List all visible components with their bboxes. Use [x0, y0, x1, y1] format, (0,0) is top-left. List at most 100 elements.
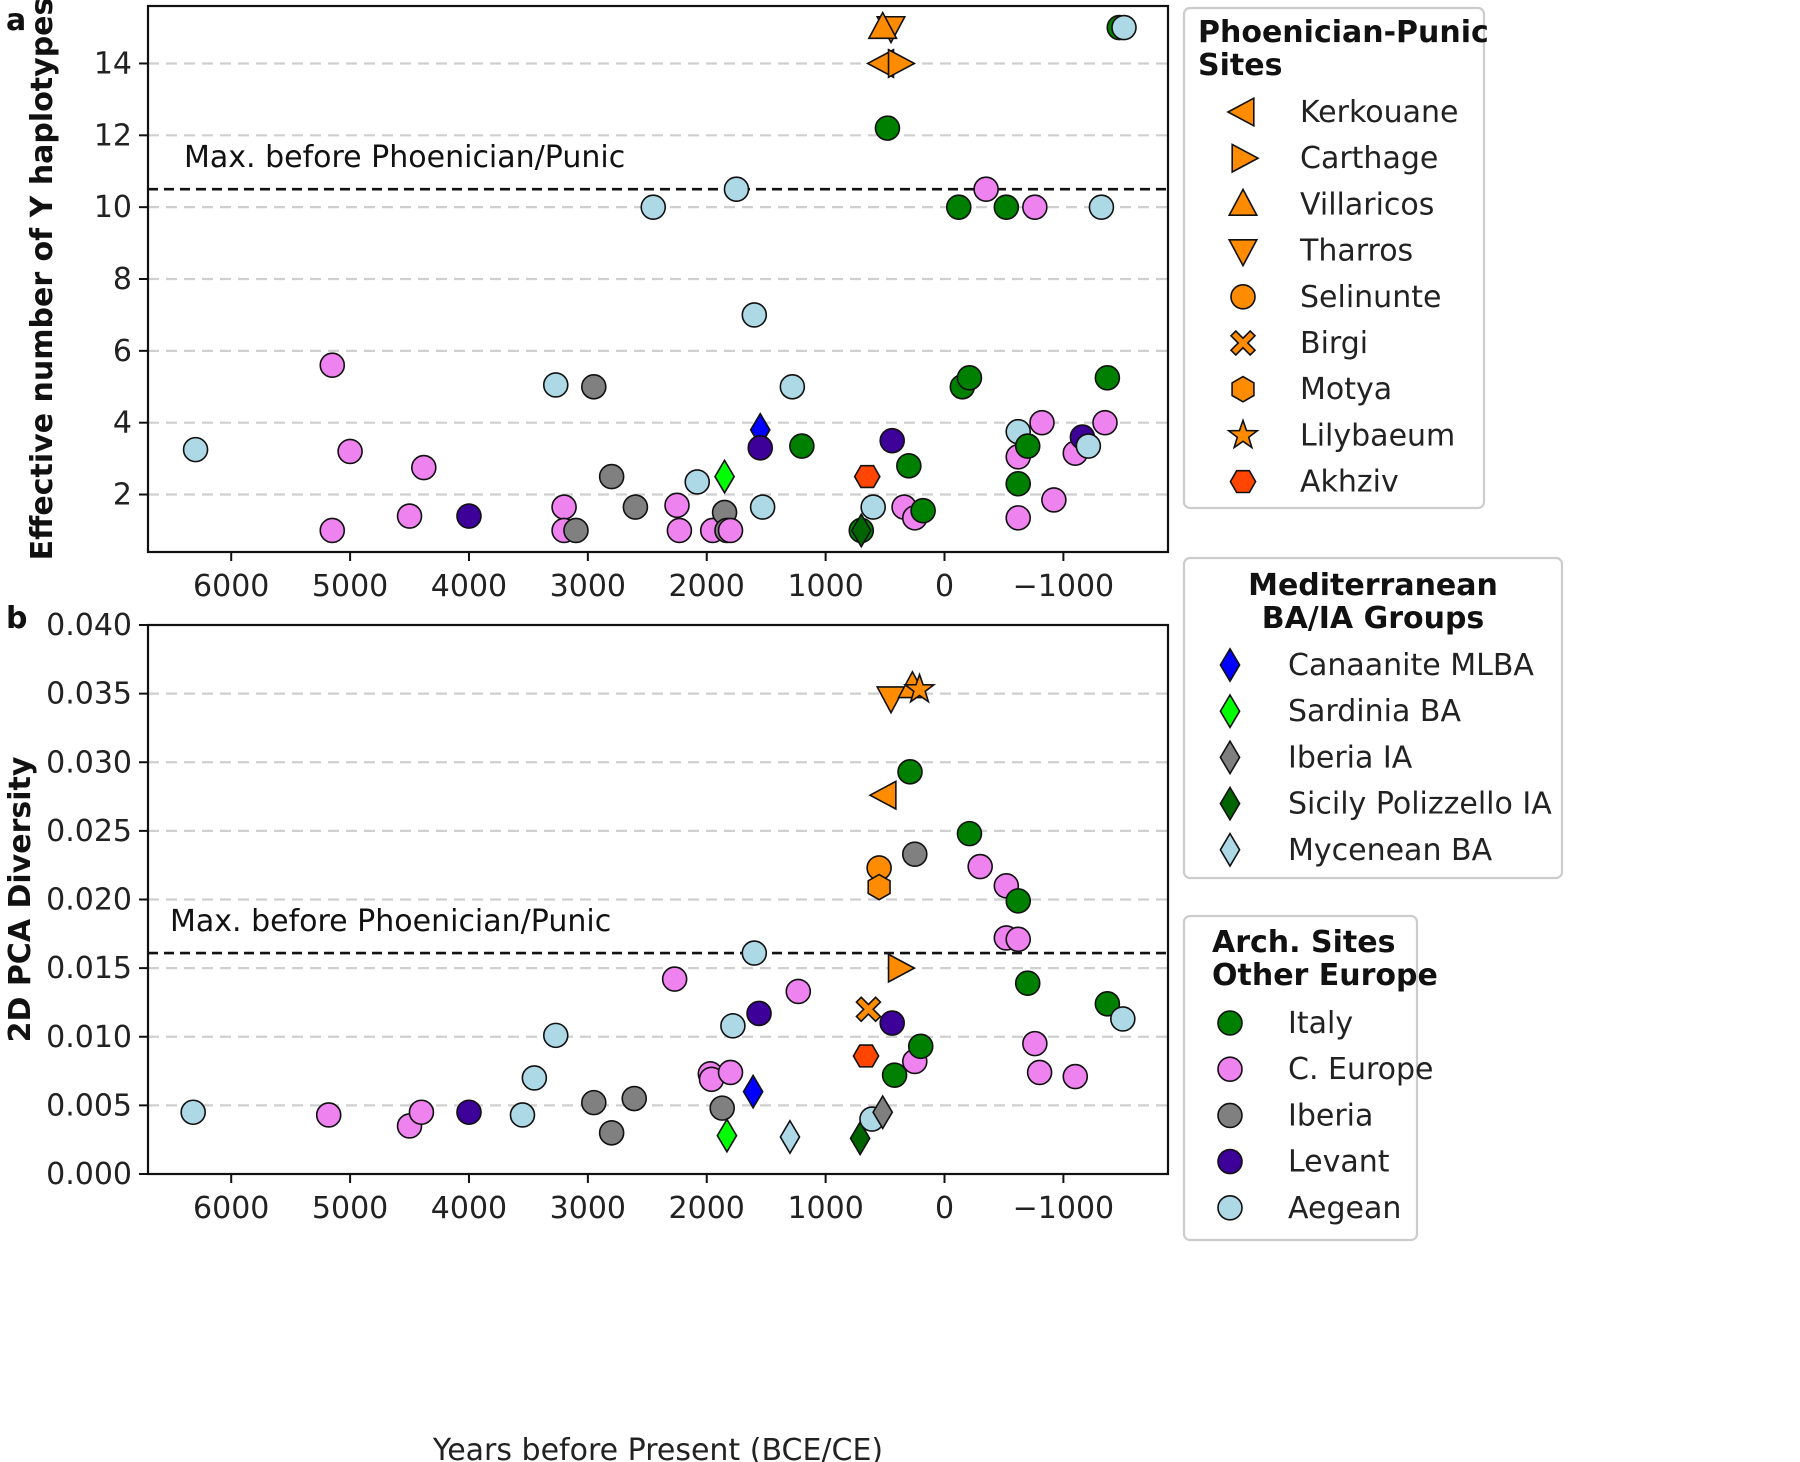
legend-marker-iberia — [1217, 1102, 1243, 1129]
x-axis-label: Years before Present (BCE/CE) — [432, 1433, 883, 1462]
point-italy — [945, 194, 972, 220]
legend-title: Arch. Sites — [1212, 925, 1395, 960]
x-tick-label: 3000 — [550, 569, 626, 604]
point-iberia — [901, 841, 928, 868]
panel-a: Max. before Phoenician/Punic 2 4 6 8 10 12 14 60… — [6, 0, 1170, 604]
point-iberia — [563, 517, 589, 544]
legend-marker-mycenean — [1219, 832, 1241, 868]
legend-marker-iberia_ia — [1219, 739, 1241, 776]
legend-title: Mediterranean — [1248, 568, 1498, 603]
legend-marker-phoenician — [1230, 283, 1256, 310]
x-tick-label: 5000 — [312, 1191, 388, 1226]
point-akhziv — [852, 1044, 880, 1068]
legend-marker-canaanite — [1219, 647, 1241, 683]
legend-title: Phoenician-Punic — [1198, 15, 1489, 50]
point-aegean — [1110, 1006, 1136, 1032]
point-c_europe — [666, 517, 693, 544]
point-iberia — [598, 463, 625, 490]
y-tick-label: 0.010 — [46, 1020, 132, 1055]
point-aegean — [723, 176, 750, 202]
legend-label: Italy — [1288, 1006, 1353, 1041]
point-kerkouane — [868, 780, 897, 811]
y-tick-label: 0.000 — [46, 1157, 132, 1192]
point-aegean — [720, 1012, 746, 1039]
y-tick-label: 0.005 — [46, 1088, 132, 1123]
point-c_europe — [396, 503, 423, 529]
point-aegean — [779, 373, 806, 400]
legend-label: Villaricos — [1300, 187, 1434, 222]
point-levant — [456, 503, 482, 529]
point-iberia — [622, 494, 649, 520]
point-italy — [907, 1033, 934, 1060]
legend-label: Lilybaeum — [1300, 418, 1455, 453]
point-carthage — [887, 952, 917, 984]
point-c_europe — [408, 1099, 435, 1126]
legend-marker-sardinia — [1219, 693, 1241, 729]
y-tick-label: 12 — [94, 118, 132, 153]
x-tick-label: −1000 — [1013, 1191, 1114, 1226]
point-c_europe — [717, 1059, 744, 1086]
x-tick-label: 5000 — [312, 569, 388, 604]
legend-marker-c_europe — [1217, 1056, 1243, 1082]
point-italy — [881, 1062, 908, 1088]
x-tick-label: 1000 — [787, 569, 863, 604]
legend-box — [1182, 6, 1486, 510]
point-italy — [1005, 888, 1032, 914]
y-tick-label: 0.025 — [46, 814, 132, 849]
legend-marker-phoenician — [1227, 187, 1259, 216]
legend-marker-sicily — [1219, 785, 1241, 822]
y-tick-label: 6 — [113, 334, 132, 369]
point-aegean — [741, 302, 768, 328]
point-aegean — [542, 1022, 569, 1049]
point-c_europe — [1092, 409, 1118, 436]
point-italy — [1014, 970, 1041, 997]
point-c_europe — [1005, 505, 1032, 531]
point-aegean — [180, 1099, 206, 1126]
y-axis-label: Effective number of Y haplotypes — [25, 0, 60, 560]
point-italy — [910, 497, 936, 524]
x-tick-label: 2000 — [669, 569, 745, 604]
point-aegean — [1111, 14, 1137, 41]
panel-label: a — [6, 3, 26, 38]
point-italy — [789, 433, 815, 459]
point-carthage — [887, 48, 917, 79]
point-c_europe — [337, 438, 363, 465]
legend-marker-phoenician — [1227, 239, 1259, 268]
y-tick-label: 0.020 — [46, 883, 132, 918]
point-c_europe — [973, 176, 999, 202]
y-tick-label: 0.015 — [46, 951, 132, 986]
point-iberia — [709, 1095, 735, 1121]
legend-marker-aegean — [1217, 1195, 1243, 1221]
point-aegean — [860, 494, 886, 520]
point-levant — [879, 427, 905, 454]
point-italy — [1005, 470, 1032, 497]
legend-marker-phoenician — [1231, 143, 1260, 174]
y-tick-label: 2 — [113, 478, 132, 513]
point-italy — [896, 452, 922, 479]
point-levant — [456, 1099, 482, 1126]
point-iberia — [581, 1089, 607, 1116]
point-iberia — [581, 373, 607, 400]
point-aegean — [1075, 433, 1102, 459]
legend-title: Sites — [1198, 48, 1282, 83]
point-c_europe — [319, 517, 346, 544]
point-c_europe — [1041, 487, 1067, 513]
point-birgi — [855, 996, 882, 1023]
legend-label: Tharros — [1299, 234, 1413, 269]
y-tick-label: 0.035 — [46, 677, 132, 712]
point-motya — [867, 873, 891, 901]
legend-title: Other Europe — [1212, 958, 1438, 993]
point-c_europe — [717, 517, 744, 544]
legend-label: Aegean — [1288, 1191, 1401, 1226]
point-iberia_ia — [872, 1094, 894, 1131]
point-iberia — [598, 1120, 625, 1146]
x-tick-label: 3000 — [550, 1191, 626, 1226]
point-italy — [1094, 991, 1121, 1017]
legend-marker-phoenician — [1231, 375, 1255, 403]
legend-label: Kerkouane — [1300, 95, 1459, 130]
point-c_europe — [551, 494, 577, 520]
point-villaricos — [867, 10, 898, 40]
